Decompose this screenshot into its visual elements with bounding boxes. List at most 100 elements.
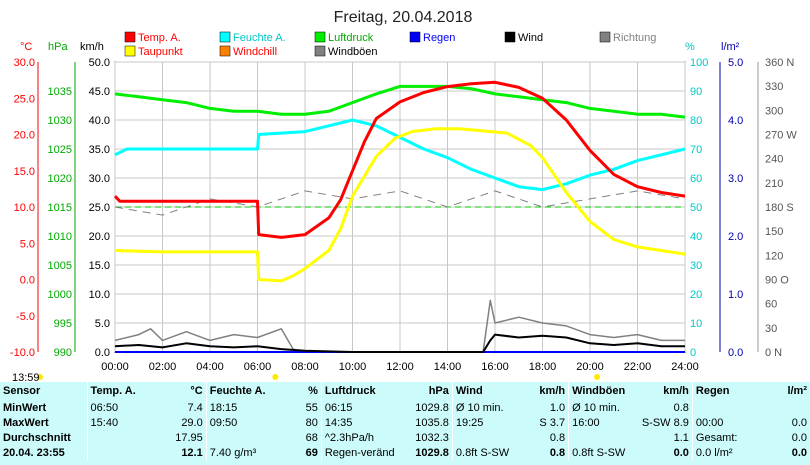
sunrise-marker [272, 374, 279, 380]
rain-tick: 3.0 [728, 173, 743, 185]
time-tick: 18:00 [529, 361, 557, 373]
time-tick: 06:00 [244, 361, 272, 373]
hum-value: 80 [305, 416, 318, 429]
temp-value: 7.4 [187, 401, 203, 414]
legend-swatch [314, 31, 326, 43]
series-line-taupunkt [114, 127, 686, 283]
hdr-press-unit: hPa [428, 385, 449, 397]
hum-time: 7.40 g/m³ [205, 445, 278, 460]
legend-swatch [124, 45, 136, 57]
stats-panel: Sensor Temp. A. °C Feuchte A. % Luftdruc… [0, 382, 810, 465]
hdr-wind-unit: km/h [539, 385, 566, 397]
dir-tick: 30 [765, 323, 777, 335]
time-tick: 24:00 [671, 361, 699, 373]
rain-value [757, 400, 810, 415]
wind-value: 0.8 [549, 446, 566, 459]
time-tick: 22:00 [624, 361, 652, 373]
celsius-tick: 15.0 [14, 166, 35, 178]
legend-swatch [314, 45, 326, 57]
pct-tick: 100 [690, 57, 708, 69]
time-tick: 08:00 [291, 361, 319, 373]
celsius-tick: 5.0 [20, 238, 35, 250]
time-tick: 16:00 [481, 361, 509, 373]
stats-header-row: Sensor Temp. A. °C Feuchte A. % Luftdruc… [0, 382, 810, 400]
hum-time: 09:50 [205, 415, 278, 430]
temp-value: 29.0 [181, 416, 203, 429]
rain-value: 0.0 [791, 431, 807, 444]
stats-row-avg: Durchschnitt 17.95 68 ^2.3hPa/h 1032.3 0… [0, 430, 810, 445]
hpa-tick: 1010 [48, 231, 72, 243]
legend-label: Windchill [233, 46, 277, 58]
hdr-sensor: Sensor [3, 385, 41, 397]
gust-info: 0.8ft S-SW [568, 445, 636, 460]
legend-label: Regen [423, 32, 455, 44]
hpa-tick: 1035 [48, 86, 72, 98]
legend-swatch [599, 31, 611, 43]
kmh-axis-label: km/h [80, 41, 104, 53]
timestamp-label: 13:59 [12, 372, 40, 384]
temp-value: 12.1 [181, 446, 203, 459]
legend-label: Wind [518, 32, 543, 44]
hum-value: 55 [305, 401, 318, 414]
time-tick: 00:00 [101, 361, 129, 373]
time-tick: 02:00 [149, 361, 177, 373]
celsius-tick: -10.0 [10, 347, 35, 359]
hpa-tick: 1000 [48, 289, 72, 301]
hdr-temp: Temp. A. [86, 382, 156, 400]
dir-tick: 330 [765, 81, 783, 93]
time-marker [37, 374, 43, 380]
gust-value: 1.1 [673, 431, 689, 444]
wind-info: 19:25 [451, 415, 520, 430]
kmh-tick: 50.0 [89, 57, 110, 69]
rain-tick: 2.0 [728, 231, 743, 243]
rain-tick: 1.0 [728, 289, 743, 301]
temp-time: 15:40 [86, 415, 156, 430]
hpa-tick: 1015 [48, 202, 72, 214]
row-label: MaxWert [3, 416, 49, 429]
press-value: 1029.8 [415, 446, 449, 459]
pct-tick: 40 [690, 231, 702, 243]
time-tick: 20:00 [576, 361, 604, 373]
time-tick: 12:00 [386, 361, 414, 373]
hdr-rain-unit: l/m² [787, 385, 807, 397]
gust-info: 16:00 [568, 415, 636, 430]
rain-tick: 5.0 [728, 57, 743, 69]
hdr-rain: Regen [691, 382, 757, 400]
press-time: ^2.3hPa/h [320, 430, 398, 445]
dir-tick: 0 N [765, 347, 782, 359]
dir-tick: 90 O [765, 275, 789, 287]
series-layer [113, 80, 686, 353]
wind-info [451, 430, 520, 445]
hpa-tick: 990 [54, 347, 72, 359]
chart-title: Freitag, 20.04.2018 [334, 9, 473, 26]
stats-row-min: MinWert 06:50 7.4 18:15 55 06:15 1029.8 … [0, 400, 810, 415]
wind-value: 0.8 [549, 431, 566, 444]
weather-chart: Freitag, 20.04.2018 Temp. A. Feuchte A. Lu… [10, 9, 797, 380]
wind-value: S 3.7 [539, 416, 566, 429]
celsius-tick: 25.0 [14, 93, 35, 105]
dir-tick: 210 [765, 178, 783, 190]
legend-swatch [124, 31, 136, 43]
hum-value: 69 [305, 446, 318, 459]
kmh-tick: 5.0 [95, 318, 110, 330]
sunset-marker [594, 374, 601, 380]
gust-value: 0.0 [673, 446, 689, 459]
gust-value: S-SW 8.9 [641, 416, 689, 429]
hdr-wind: Wind [451, 382, 520, 400]
row-label: 20.04. 23:55 [3, 446, 65, 459]
hdr-press: Luftdruck [320, 382, 398, 400]
rain-tick: 4.0 [728, 115, 743, 127]
series-line-richtung [114, 190, 686, 216]
pct-tick: 90 [690, 86, 702, 98]
pct-tick: 80 [690, 115, 702, 127]
time-tick: 04:00 [196, 361, 224, 373]
dir-tick: 120 [765, 250, 783, 262]
hpa-tick: 1025 [48, 144, 72, 156]
pct-tick: 0 [690, 347, 696, 359]
celsius-tick: 30.0 [14, 57, 35, 69]
legend-label: Windböen [328, 46, 378, 58]
hum-time: 18:15 [205, 400, 278, 415]
pct-tick: 10 [690, 318, 702, 330]
row-label: MinWert [3, 401, 47, 414]
hum-value: 68 [305, 431, 318, 444]
